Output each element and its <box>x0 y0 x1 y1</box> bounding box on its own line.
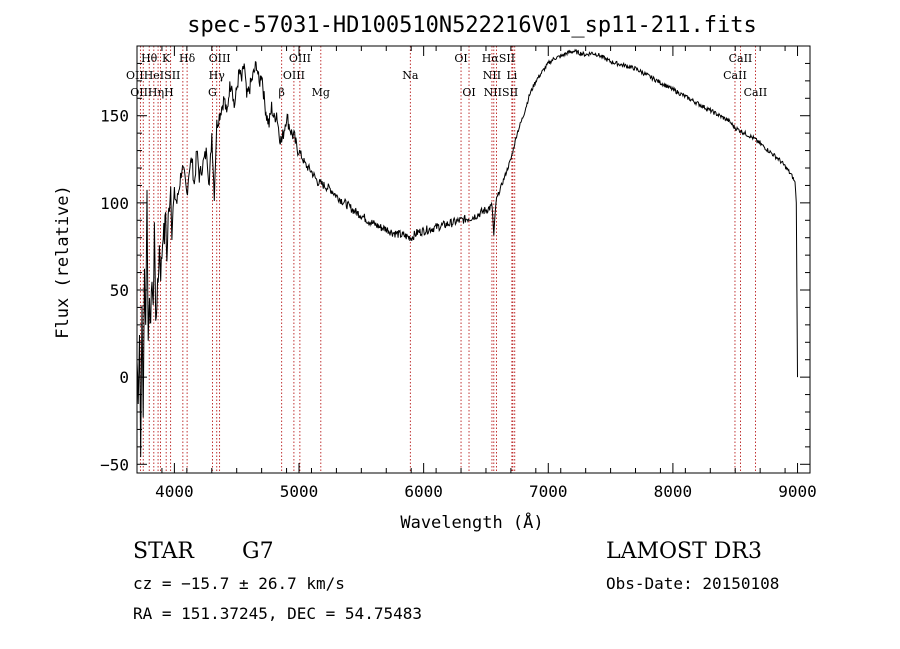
redshift-line: cz = −15.7 ± 26.7 km/s <box>133 574 345 593</box>
obs-date: Obs-Date: 20150108 <box>606 574 779 593</box>
x-tick-label: 4000 <box>155 482 194 501</box>
y-axis-label: Flux (relative) <box>53 185 73 339</box>
line-label: CaII <box>723 69 747 82</box>
line-label: HαSII <box>482 52 515 65</box>
coordinates-line: RA = 151.37245, DEC = 54.75483 <box>133 604 422 623</box>
x-axis: 4000 5000 6000 7000 8000 9000 <box>136 46 817 501</box>
line-label: CaII <box>729 52 753 65</box>
line-markers <box>139 46 756 473</box>
line-label: Hδ <box>179 52 196 65</box>
x-axis-label: Wavelength (Å) <box>400 511 543 533</box>
line-label: OIIHηH <box>130 86 173 99</box>
object-class: STAR <box>133 539 195 564</box>
y-axis: −50 0 50 100 150 <box>100 62 810 474</box>
line-label: CaII <box>744 86 768 99</box>
line-label: OIII <box>209 52 231 65</box>
line-label: Li <box>506 69 517 82</box>
line-label: OIIHeISII <box>126 69 180 82</box>
plot-frame <box>136 45 811 474</box>
y-tick-label: 100 <box>100 194 129 213</box>
line-label: G <box>208 86 217 99</box>
line-label: NII <box>483 69 501 82</box>
line-label: K <box>162 52 171 65</box>
y-tick-label: 0 <box>119 368 129 387</box>
x-tick-label: 8000 <box>654 482 693 501</box>
chart-title: spec-57031-HD100510N522216V01_sp11-211.f… <box>187 13 757 38</box>
line-label: Hθ <box>141 52 158 65</box>
line-label: OIII <box>283 69 305 82</box>
line-label: β <box>279 86 285 99</box>
line-label: OIII <box>289 52 311 65</box>
y-tick-label: −50 <box>100 455 129 474</box>
spectrum-line <box>136 48 798 458</box>
x-tick-label: 9000 <box>778 482 817 501</box>
x-tick-label: 5000 <box>280 482 319 501</box>
y-tick-label: 50 <box>110 281 129 300</box>
x-tick-label: 6000 <box>404 482 443 501</box>
line-annotations: Hθ K Hδ OIII OIII OI HαSII CaII OIIHeISII Hγ OIII N… <box>126 52 767 99</box>
line-label: NIISII <box>484 86 519 99</box>
line-label: OI <box>454 52 467 65</box>
line-label: Hγ <box>209 69 226 82</box>
line-label: Na <box>402 69 419 82</box>
y-tick-label: 150 <box>100 107 129 126</box>
subclass: G7 <box>242 539 274 564</box>
line-label: Mg <box>312 86 330 99</box>
survey-name: LAMOST DR3 <box>606 539 762 564</box>
line-label: OI <box>462 86 475 99</box>
x-tick-label: 7000 <box>529 482 568 501</box>
